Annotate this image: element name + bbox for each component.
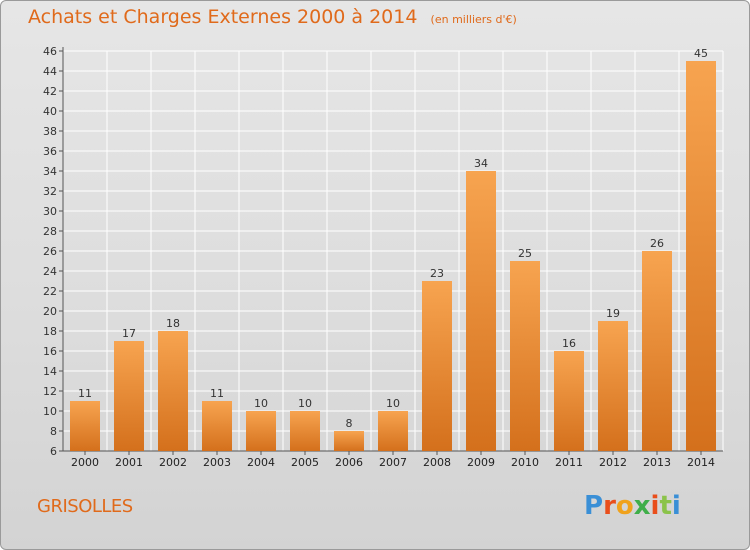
y-tick-label: 30 bbox=[43, 205, 57, 218]
chart-title: Achats et Charges Externes 2000 à 2014 bbox=[28, 6, 418, 28]
logo-letter: P bbox=[584, 491, 604, 521]
y-tick-label: 36 bbox=[43, 145, 57, 158]
chart-unit-note: (en milliers d'€) bbox=[430, 13, 517, 26]
labels: 6 8 10 12 14 16 18 20 22 24 26 28 30 32 34 36 38 40 42 44 46… bbox=[43, 45, 715, 469]
bar-2000 bbox=[70, 401, 100, 451]
bar-2013 bbox=[642, 251, 672, 451]
logo-letter: r bbox=[603, 491, 616, 521]
x-tick-label-2011: 2011 bbox=[555, 456, 583, 469]
y-tick-label: 34 bbox=[43, 165, 57, 178]
bar-2011 bbox=[554, 351, 584, 451]
x-tick-label-2003: 2003 bbox=[203, 456, 231, 469]
bar-2003 bbox=[202, 401, 232, 451]
value-label-2012: 19 bbox=[606, 307, 620, 320]
logo-letter: t bbox=[659, 491, 672, 521]
y-tick-label: 14 bbox=[43, 365, 57, 378]
bar-2009 bbox=[466, 171, 496, 451]
value-label-2004: 10 bbox=[254, 397, 268, 410]
bars bbox=[70, 61, 716, 451]
value-label-2010: 25 bbox=[518, 247, 532, 260]
value-label-2007: 10 bbox=[386, 397, 400, 410]
bar-2008 bbox=[422, 281, 452, 451]
value-label-2003: 11 bbox=[210, 387, 224, 400]
x-tick-label-2014: 2014 bbox=[687, 456, 715, 469]
x-tick-label-2002: 2002 bbox=[159, 456, 187, 469]
y-tick-label: 10 bbox=[43, 405, 57, 418]
x-tick-label-2005: 2005 bbox=[291, 456, 319, 469]
x-tick-label-2010: 2010 bbox=[511, 456, 539, 469]
logo-letter: i bbox=[671, 491, 681, 521]
bar-2012 bbox=[598, 321, 628, 451]
proxiti-logo[interactable]: Proxiti bbox=[584, 491, 681, 521]
bar-2005 bbox=[290, 411, 320, 451]
y-tick-label: 38 bbox=[43, 125, 57, 138]
y-tick-label: 18 bbox=[43, 325, 57, 338]
bar-2014 bbox=[686, 61, 716, 451]
value-label-2002: 18 bbox=[166, 317, 180, 330]
bar-2006 bbox=[334, 431, 364, 451]
y-tick-label: 6 bbox=[50, 445, 57, 458]
y-tick-label: 42 bbox=[43, 85, 57, 98]
y-tick-label: 16 bbox=[43, 345, 57, 358]
x-tick-label-2000: 2000 bbox=[71, 456, 99, 469]
y-tick-label: 26 bbox=[43, 245, 57, 258]
logo-letter: i bbox=[650, 491, 660, 521]
x-tick-label-2001: 2001 bbox=[115, 456, 143, 469]
value-label-2013: 26 bbox=[650, 237, 664, 250]
y-tick-label: 8 bbox=[50, 425, 57, 438]
y-tick-label: 12 bbox=[43, 385, 57, 398]
value-label-2011: 16 bbox=[562, 337, 576, 350]
x-tick-label-2013: 2013 bbox=[643, 456, 671, 469]
value-label-2006: 8 bbox=[346, 417, 353, 430]
y-tick-label: 44 bbox=[43, 65, 57, 78]
logo-letter: x bbox=[633, 491, 651, 521]
title-row: Achats et Charges Externes 2000 à 2014 (… bbox=[28, 6, 517, 28]
bar-2002 bbox=[158, 331, 188, 451]
y-tick-label: 32 bbox=[43, 185, 57, 198]
y-tick-label: 46 bbox=[43, 45, 57, 58]
x-tick-label-2007: 2007 bbox=[379, 456, 407, 469]
bar-2010 bbox=[510, 261, 540, 451]
x-tick-label-2009: 2009 bbox=[467, 456, 495, 469]
y-tick-label: 28 bbox=[43, 225, 57, 238]
value-label-2008: 23 bbox=[430, 267, 444, 280]
y-tick-label: 20 bbox=[43, 305, 57, 318]
x-tick-label-2008: 2008 bbox=[423, 456, 451, 469]
y-tick-label: 22 bbox=[43, 285, 57, 298]
bar-2004 bbox=[246, 411, 276, 451]
x-tick-label-2006: 2006 bbox=[335, 456, 363, 469]
bar-2001 bbox=[114, 341, 144, 451]
value-label-2009: 34 bbox=[474, 157, 488, 170]
x-tick-label-2004: 2004 bbox=[247, 456, 275, 469]
x-tick-label-2012: 2012 bbox=[599, 456, 627, 469]
value-label-2000: 11 bbox=[78, 387, 92, 400]
logo-letter: o bbox=[615, 491, 634, 521]
value-label-2005: 10 bbox=[298, 397, 312, 410]
y-tick-label: 40 bbox=[43, 105, 57, 118]
place-name: GRISOLLES bbox=[37, 496, 133, 517]
bar-2007 bbox=[378, 411, 408, 451]
value-label-2014: 45 bbox=[694, 47, 708, 60]
value-label-2001: 17 bbox=[122, 327, 136, 340]
y-tick-label: 24 bbox=[43, 265, 57, 278]
